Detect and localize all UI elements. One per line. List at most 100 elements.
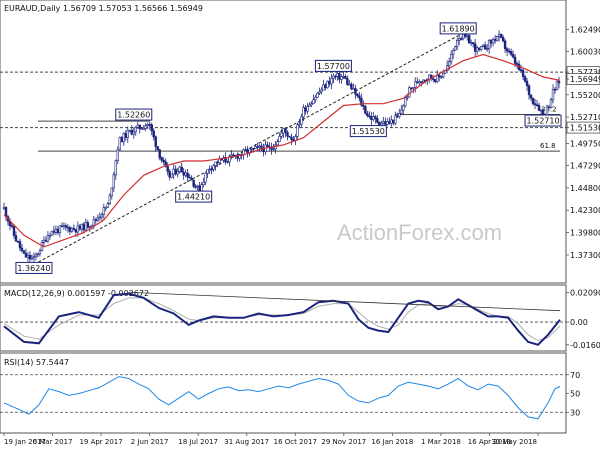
candle — [228, 155, 231, 163]
candle — [326, 80, 329, 89]
candle — [152, 130, 155, 138]
candle — [126, 130, 129, 139]
candle — [120, 137, 123, 143]
candle — [302, 107, 305, 118]
candle — [551, 88, 555, 101]
candle — [18, 241, 22, 249]
candle — [266, 144, 269, 147]
candle — [156, 146, 159, 151]
candle — [410, 87, 413, 90]
candle — [461, 33, 465, 40]
candle — [300, 116, 303, 125]
candle — [553, 88, 557, 91]
candle — [100, 214, 104, 218]
macd-series-group — [0, 291, 566, 346]
price-annotation-label: 1.51530 — [352, 127, 385, 136]
rsi-series-group — [0, 374, 566, 420]
candle — [316, 92, 319, 98]
candle — [453, 46, 457, 51]
candle — [380, 122, 383, 126]
candle — [226, 161, 229, 163]
candle — [545, 106, 549, 116]
macd-divergence-line — [128, 291, 561, 312]
candle — [362, 104, 365, 107]
price-annotation-box — [15, 261, 53, 274]
candle — [467, 35, 471, 44]
x-tick-label: 6 Mar 2017 — [33, 438, 73, 446]
candle — [146, 124, 149, 126]
rsi-panel-frame — [0, 352, 567, 434]
candle — [457, 38, 461, 41]
x-tick-label: 16 Jan 2018 — [371, 438, 413, 446]
candle — [70, 227, 74, 232]
candle — [422, 79, 425, 83]
candle — [511, 54, 515, 58]
candle — [186, 172, 189, 178]
candle — [547, 106, 551, 109]
candle — [174, 168, 177, 175]
candle — [278, 136, 281, 142]
candle — [178, 166, 181, 172]
x-tick-label: 30 May 2018 — [491, 438, 537, 446]
candle — [515, 63, 519, 65]
candle — [394, 115, 397, 124]
candle — [434, 79, 437, 82]
candle — [432, 78, 435, 80]
candle — [382, 121, 385, 124]
candle — [489, 40, 493, 44]
candle — [142, 128, 145, 130]
candle — [254, 146, 257, 149]
candle — [92, 219, 96, 226]
candle — [424, 79, 427, 82]
candle — [418, 81, 421, 84]
x-tick-label: 31 Aug 2017 — [224, 438, 269, 446]
macd-tick-label: 0.00 — [570, 318, 588, 327]
candle — [252, 147, 255, 150]
candle — [392, 119, 395, 124]
candle — [98, 216, 102, 219]
candle — [2, 207, 6, 209]
candle — [214, 161, 217, 166]
candle — [539, 109, 543, 112]
price-header: EURAUD,Daily 1.56709 1.57053 1.56566 1.5… — [4, 4, 203, 13]
price-annotation-label: 1.52710 — [526, 117, 559, 126]
candle — [330, 78, 333, 85]
candle — [324, 84, 327, 89]
candle — [176, 171, 179, 175]
candle — [336, 73, 339, 77]
candle — [206, 169, 209, 174]
candle — [202, 181, 205, 185]
candle — [22, 250, 26, 254]
candle — [80, 223, 84, 230]
candle — [136, 124, 139, 128]
candle — [194, 186, 197, 188]
candle — [204, 172, 207, 183]
candle — [138, 124, 141, 130]
y-tick-label: 1.62490 — [570, 26, 600, 35]
candle — [396, 115, 399, 118]
candle — [286, 131, 289, 137]
candle — [308, 104, 311, 107]
candle — [352, 88, 355, 90]
price-series-group: 61.8 38.2 1.36240 1.52260 1.44210 1.57700 1.51… — [0, 22, 566, 274]
candle — [442, 73, 445, 78]
macd-header: MACD(12,26,9) 0.001597 -0.002672 — [4, 289, 149, 298]
price-annotation-box — [175, 190, 213, 203]
candle — [82, 223, 86, 231]
rsi-line — [3, 376, 561, 420]
candle — [160, 157, 163, 161]
candle — [436, 74, 439, 82]
candle — [110, 187, 114, 197]
candle — [60, 225, 64, 228]
candle — [150, 124, 153, 132]
candle — [36, 253, 40, 256]
candle — [372, 116, 375, 120]
candle — [56, 228, 60, 234]
candle — [258, 145, 261, 148]
candle — [483, 44, 487, 50]
price-annotation-box — [115, 108, 153, 121]
candle — [447, 61, 451, 67]
candle — [420, 81, 423, 83]
candle — [404, 97, 407, 107]
candle — [529, 94, 533, 99]
